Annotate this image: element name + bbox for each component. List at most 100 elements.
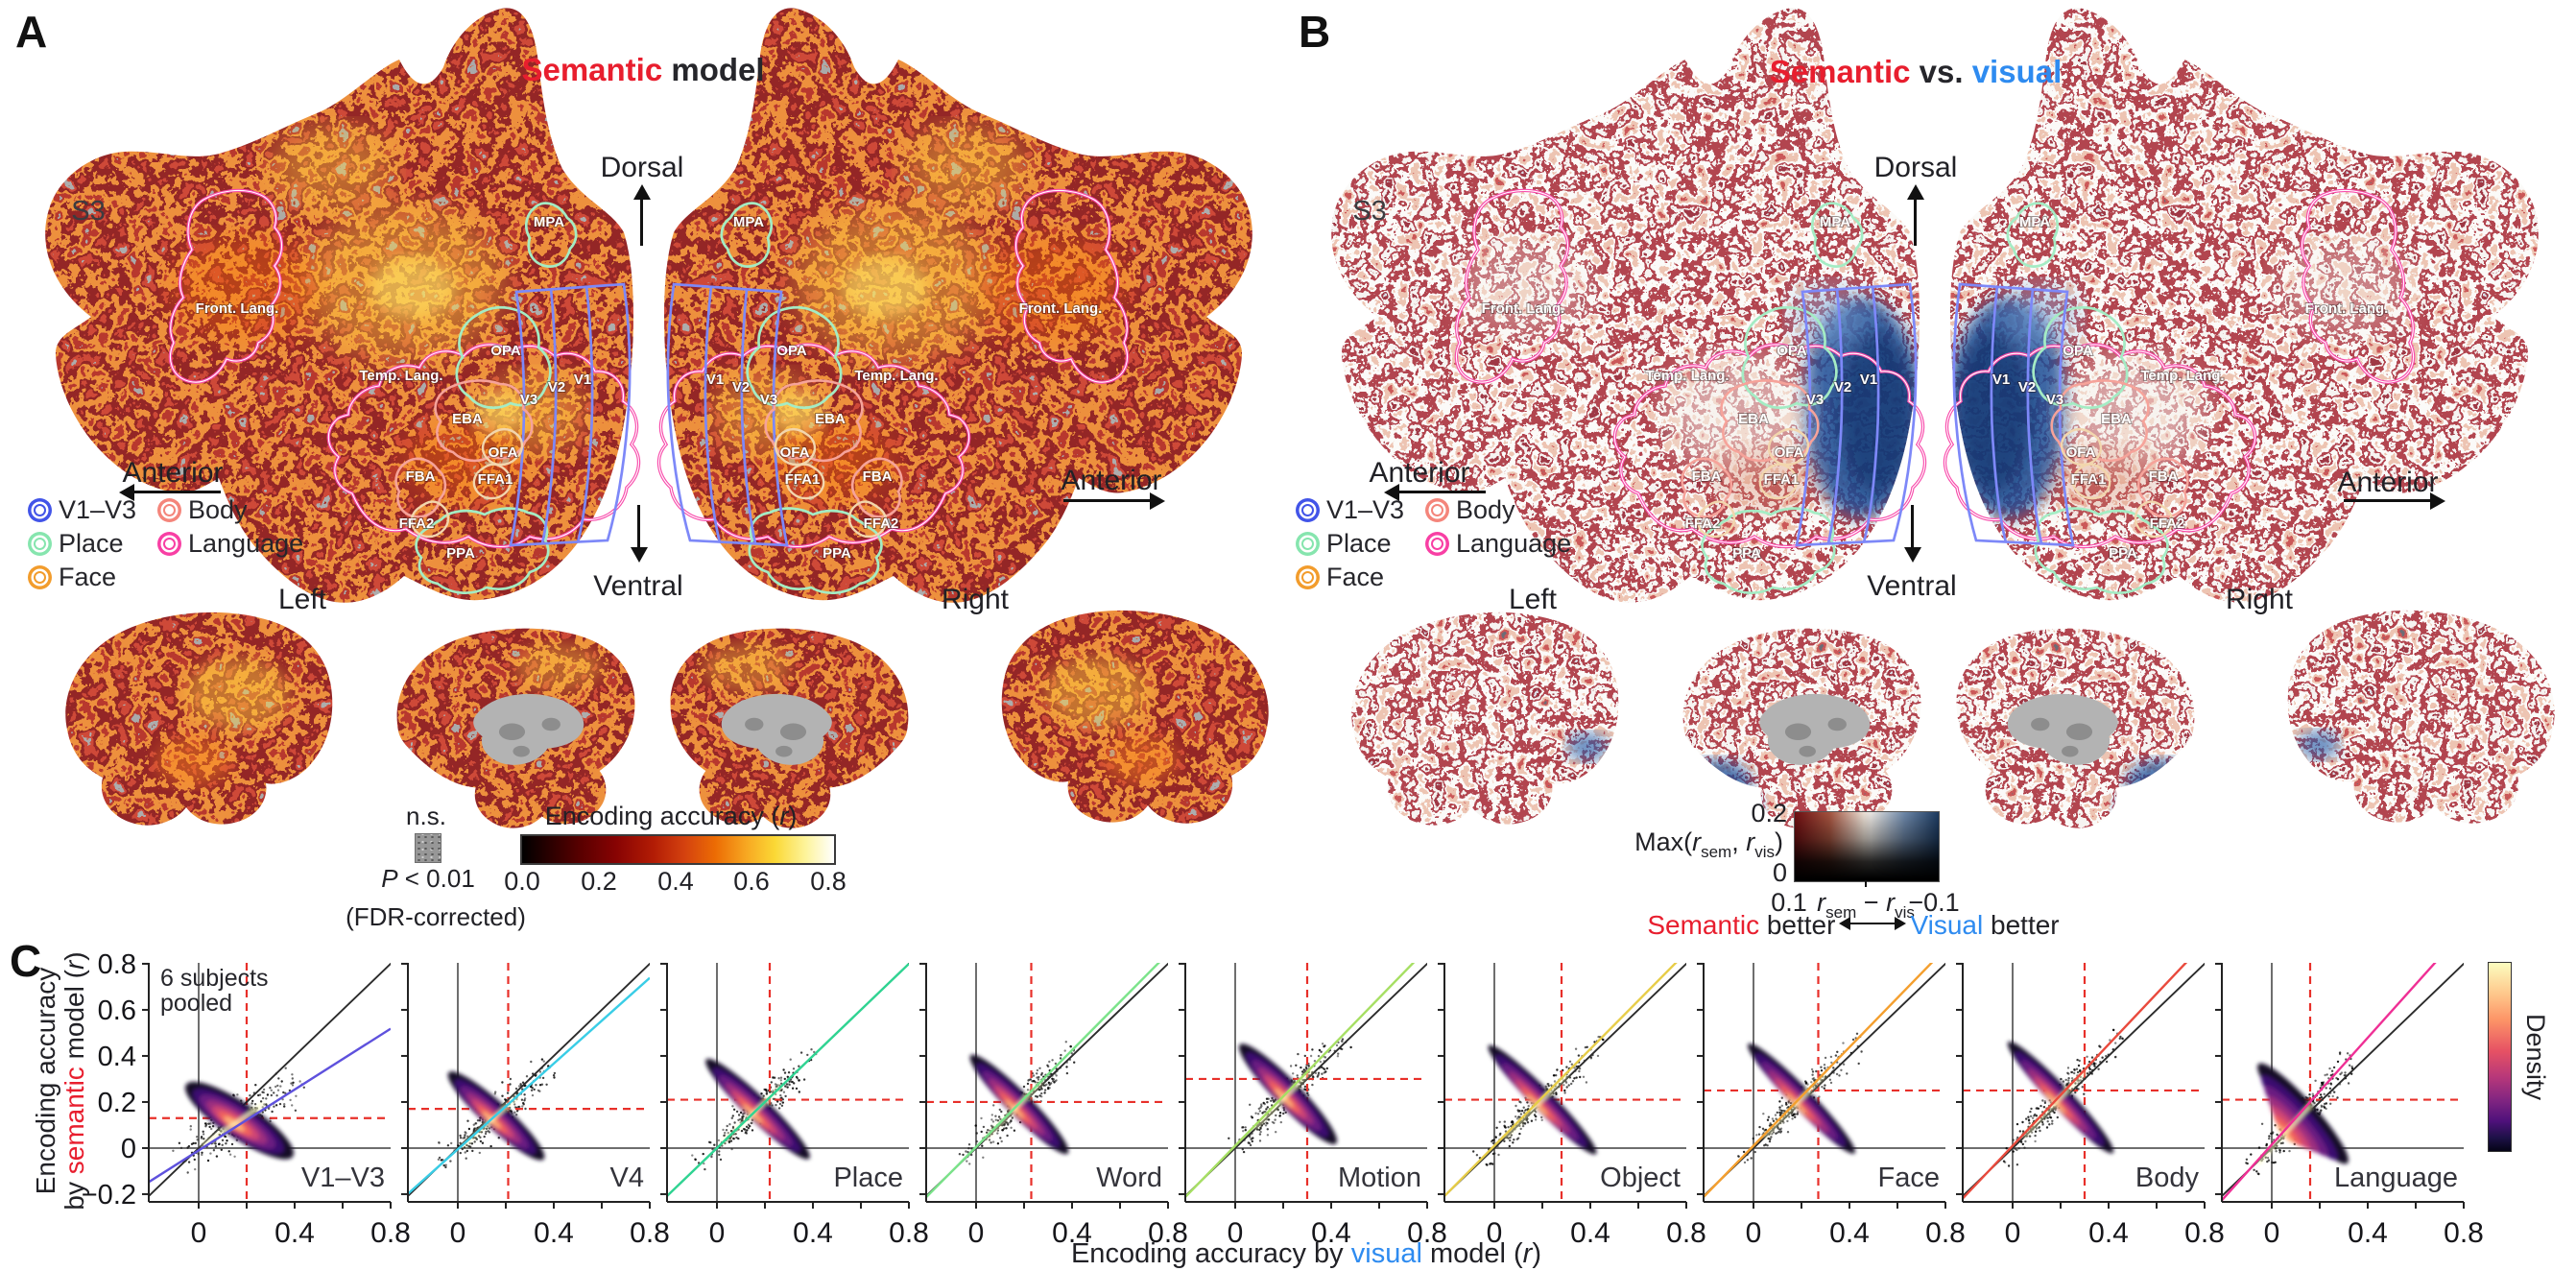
panelB-title-visual: visual (1971, 54, 2063, 89)
panelB-anterior-right-arrow-icon (2344, 499, 2440, 502)
panelB-brain-lateral-right (2287, 610, 2555, 824)
cb2d-xright-label: −0.1 (1908, 888, 1960, 917)
panelB-title-semantic: Semantic (1769, 54, 1911, 89)
cb2d-ylabel-close: ) (1775, 827, 1783, 856)
x-tick-label: 0.8 (1407, 1217, 1447, 1249)
legend-item-v1v3: V1–V3 (1295, 495, 1424, 525)
roi-label-v1-left: V1 (1860, 372, 1877, 388)
x-tick-label: 0.4 (1570, 1217, 1610, 1249)
roi-label-ofa-left: OFA (1775, 444, 1804, 461)
panelB-ventral-arrow-icon (1911, 505, 1914, 557)
roi-label-ppa-right: PPA (823, 545, 851, 562)
roi-label-front_lang-right: Front. Lang. (1019, 300, 1103, 317)
fit-line (1963, 963, 2188, 1200)
x-tick-label: 0 (968, 1217, 985, 1249)
legend-label-face: Face (59, 563, 117, 591)
density-blob (1238, 1043, 1338, 1144)
roi-label-v1-left: V1 (574, 372, 591, 388)
roi-label-ffa1-left: FFA1 (478, 471, 513, 488)
panelA-colorbar-title: Encoding accuracy (r) (479, 802, 863, 831)
legend-label-language: Language (188, 529, 304, 558)
identity-line (1444, 963, 1686, 1197)
plot-roi-label: Word (1096, 1163, 1162, 1193)
panelC-y-axis-title: Encoding accuracy by semantic model (r) (31, 918, 89, 1244)
cb2d-ylabel: Max(rsem, rvis) (1536, 827, 1783, 862)
roi-label-mpa-left: MPA (1820, 214, 1850, 230)
y-tick-label: 0.6 (98, 995, 136, 1026)
y-tick-label: 0.4 (98, 1042, 136, 1072)
cb2d-xlabel: rsem − rvis (1789, 888, 1943, 923)
x-tick-label: 0 (1746, 1217, 1762, 1249)
legend-item-place: Place (1295, 529, 1424, 559)
panelA-title: Semantic model (451, 52, 835, 88)
panelA-flatmap-right (664, 8, 1252, 603)
legend-label-body: Body (188, 495, 248, 524)
plot-roi-label: V1–V3 (301, 1163, 385, 1193)
panelA-brain-lateral-left (65, 612, 333, 826)
panelA-colorbar-tick-2: 0.4 (657, 867, 694, 896)
cb2d-ylabel-comma: , (1731, 827, 1747, 856)
roi-label-temp_lang-left: Temp. Lang. (1645, 368, 1729, 384)
fit-line (1185, 963, 1416, 1198)
roi-label-ffa1-right: FFA1 (785, 471, 821, 488)
cb2d-ylabel-sub2: vis (1754, 843, 1775, 861)
panelB-dorsal-arrow-icon (1914, 190, 1917, 246)
roi-label-v2-right: V2 (732, 379, 750, 396)
scatter-plot-v4: 0 0.4 0.8 V4 (401, 962, 670, 1249)
density-blob (184, 1081, 295, 1160)
roi-label-eba-left: EBA (1738, 411, 1769, 427)
cb2d-xleft-label: 0.1 (1771, 888, 1807, 917)
panelA-brain-lateral-right (1001, 610, 1269, 824)
x-tick-label: 0 (2005, 1217, 2021, 1249)
roi-label-v2-left: V2 (548, 379, 565, 396)
x-tick-label: 0.4 (2348, 1217, 2388, 1249)
legend-item-face: Face (1295, 563, 1424, 592)
panelA-anterior-right-label: Anterior (1061, 465, 1162, 496)
density-colorbar (2488, 962, 2512, 1152)
caption-semantic: Semantic (1647, 910, 1760, 940)
y-axis-title-line2: by semantic model (r) (60, 951, 89, 1211)
x-tick-label: 0.8 (1148, 1217, 1188, 1249)
panelB-ventral-label: Ventral (1867, 570, 1957, 602)
fdr-label: (FDR-corrected) (346, 902, 526, 931)
panelA-title-semantic: Semantic (521, 52, 663, 87)
x-tick-label: 0.8 (2444, 1217, 2484, 1249)
panelA-brain-medial-right (670, 628, 909, 828)
x-tick-label: 0 (450, 1217, 466, 1249)
panelA-anterior-right-arrow-icon (1063, 499, 1159, 502)
panelB-brain-lateral-left (1351, 612, 1619, 826)
plot-roi-label: Motion (1338, 1163, 1421, 1193)
legend-item-language: Language (156, 529, 303, 559)
x-tick-label: 0.8 (889, 1217, 929, 1249)
language-swatch-icon (163, 538, 176, 550)
panelC-label: C (10, 936, 42, 986)
identity-line (1185, 963, 1427, 1197)
panelA-anterior-left-label: Anterior (122, 457, 224, 489)
plot-roi-label: Face (1878, 1163, 1940, 1193)
ns-label: n.s. (406, 802, 446, 830)
caption-visual-rest: better (1983, 910, 2060, 940)
roi-label-ppa-left: PPA (446, 545, 475, 562)
x-tick-label: 0.8 (2184, 1217, 2225, 1249)
panelB-label: B (1299, 7, 1331, 57)
y-tick-label: 0.8 (98, 949, 136, 980)
scatter-plot-body: 0 0.4 0.8 Body (1956, 962, 2225, 1249)
colorbar-title-r: r (779, 802, 789, 830)
roi-label-opa-right: OPA (2063, 343, 2093, 359)
fit-line (2222, 963, 2437, 1202)
panelA-colorbar (520, 834, 836, 865)
panelA-label: A (15, 7, 48, 57)
panelB-brain-maps: Front. Lang. Front. Lang. Temp. Lang. Temp.… (1331, 8, 2555, 828)
place-swatch-icon (34, 538, 46, 550)
density-blob (1748, 1043, 1855, 1154)
language-swatch-icon (1431, 538, 1443, 550)
x-tick-label: 0.4 (793, 1217, 833, 1249)
panelA-colorbar-tick-0: 0.0 (504, 867, 540, 896)
x-tick-label: 0.8 (1666, 1217, 1706, 1249)
fit-line (408, 976, 650, 1195)
density-colorbar-label: Density (2521, 1014, 2550, 1101)
roi-label-temp_lang-left: Temp. Lang. (359, 368, 442, 384)
roi-label-ppa-left: PPA (1732, 545, 1761, 562)
roi-label-v1-right: V1 (1992, 372, 2010, 388)
